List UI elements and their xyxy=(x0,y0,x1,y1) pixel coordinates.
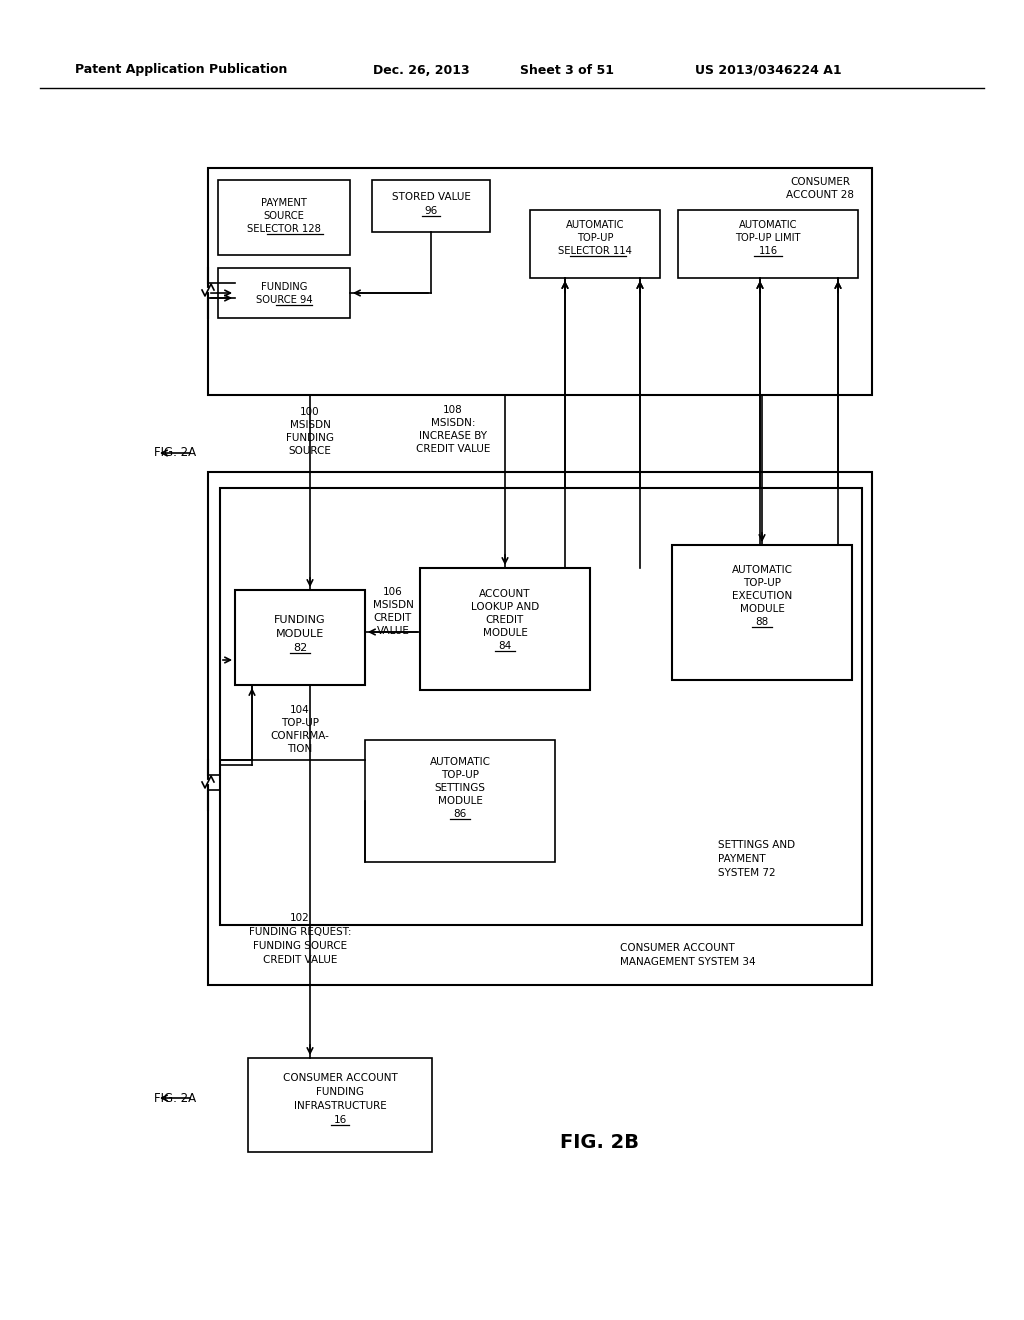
Text: 84: 84 xyxy=(499,642,512,651)
Text: 104: 104 xyxy=(290,705,310,715)
Text: SETTINGS AND: SETTINGS AND xyxy=(718,840,795,850)
Text: FIG. 2A: FIG. 2A xyxy=(154,1092,196,1105)
Text: 86: 86 xyxy=(454,809,467,818)
Text: 108: 108 xyxy=(443,405,463,414)
Text: FIG. 2B: FIG. 2B xyxy=(560,1133,640,1151)
Text: CONSUMER ACCOUNT: CONSUMER ACCOUNT xyxy=(620,942,735,953)
Text: SELECTOR 114: SELECTOR 114 xyxy=(558,246,632,256)
Text: Dec. 26, 2013: Dec. 26, 2013 xyxy=(373,63,470,77)
Text: SOURCE 94: SOURCE 94 xyxy=(256,294,312,305)
Text: CONSUMER ACCOUNT: CONSUMER ACCOUNT xyxy=(283,1073,397,1082)
Bar xyxy=(672,545,852,680)
Bar xyxy=(365,741,555,862)
Text: MODULE: MODULE xyxy=(739,605,784,614)
Bar xyxy=(208,168,872,395)
Text: MSISDN:: MSISDN: xyxy=(431,418,475,428)
Bar xyxy=(420,568,590,690)
Text: STORED VALUE: STORED VALUE xyxy=(391,191,470,202)
Text: Sheet 3 of 51: Sheet 3 of 51 xyxy=(520,63,614,77)
Bar xyxy=(208,473,872,985)
Text: FUNDING: FUNDING xyxy=(274,615,326,624)
Text: CREDIT VALUE: CREDIT VALUE xyxy=(263,954,337,965)
Text: CREDIT: CREDIT xyxy=(485,615,524,624)
Bar xyxy=(218,268,350,318)
Text: Patent Application Publication: Patent Application Publication xyxy=(75,63,288,77)
Text: TOP-UP LIMIT: TOP-UP LIMIT xyxy=(735,234,801,243)
Text: CREDIT VALUE: CREDIT VALUE xyxy=(416,444,490,454)
Text: 88: 88 xyxy=(756,616,769,627)
Text: SOURCE: SOURCE xyxy=(289,446,332,455)
Text: FIG. 2A: FIG. 2A xyxy=(154,446,196,459)
Text: TOP-UP: TOP-UP xyxy=(281,718,319,729)
Text: 16: 16 xyxy=(334,1115,347,1125)
Text: PAYMENT: PAYMENT xyxy=(718,854,766,865)
Text: MSISDN: MSISDN xyxy=(290,420,331,430)
Text: MODULE: MODULE xyxy=(275,630,325,639)
Text: 100: 100 xyxy=(300,407,319,417)
Text: ACCOUNT 28: ACCOUNT 28 xyxy=(786,190,854,201)
Text: US 2013/0346224 A1: US 2013/0346224 A1 xyxy=(695,63,842,77)
Text: FUNDING: FUNDING xyxy=(261,282,307,292)
Text: VALUE: VALUE xyxy=(377,626,410,636)
Text: 96: 96 xyxy=(424,206,437,216)
Text: AUTOMATIC: AUTOMATIC xyxy=(731,565,793,576)
Text: SETTINGS: SETTINGS xyxy=(434,783,485,793)
Text: MANAGEMENT SYSTEM 34: MANAGEMENT SYSTEM 34 xyxy=(620,957,756,968)
Text: 82: 82 xyxy=(293,643,307,653)
Text: PAYMENT: PAYMENT xyxy=(261,198,307,209)
Text: SOURCE: SOURCE xyxy=(263,211,304,220)
Bar xyxy=(218,180,350,255)
Text: AUTOMATIC: AUTOMATIC xyxy=(429,756,490,767)
Bar xyxy=(220,488,862,925)
Text: TOP-UP: TOP-UP xyxy=(743,578,781,587)
Text: INCREASE BY: INCREASE BY xyxy=(419,432,487,441)
Text: ACCOUNT: ACCOUNT xyxy=(479,589,530,599)
Text: SELECTOR 128: SELECTOR 128 xyxy=(247,224,321,234)
Text: MSISDN: MSISDN xyxy=(373,601,414,610)
Text: TOP-UP: TOP-UP xyxy=(441,770,479,780)
Text: CONSUMER: CONSUMER xyxy=(790,177,850,187)
Bar xyxy=(248,1059,432,1152)
Text: FUNDING REQUEST:: FUNDING REQUEST: xyxy=(249,927,351,937)
Text: EXECUTION: EXECUTION xyxy=(732,591,793,601)
Bar xyxy=(234,590,365,685)
Text: 116: 116 xyxy=(759,246,777,256)
Text: FUNDING SOURCE: FUNDING SOURCE xyxy=(253,941,347,950)
Text: FUNDING: FUNDING xyxy=(286,433,334,444)
Text: 102: 102 xyxy=(290,913,310,923)
Text: AUTOMATIC: AUTOMATIC xyxy=(565,220,625,230)
Text: CREDIT: CREDIT xyxy=(374,612,412,623)
Bar xyxy=(372,180,490,232)
Bar xyxy=(530,210,660,279)
Text: AUTOMATIC: AUTOMATIC xyxy=(738,220,798,230)
Text: LOOKUP AND: LOOKUP AND xyxy=(471,602,539,612)
Text: 106: 106 xyxy=(383,587,402,597)
Text: FUNDING: FUNDING xyxy=(316,1086,364,1097)
Text: TOP-UP: TOP-UP xyxy=(577,234,613,243)
Text: MODULE: MODULE xyxy=(482,628,527,638)
Text: CONFIRMA-: CONFIRMA- xyxy=(270,731,330,741)
Text: SYSTEM 72: SYSTEM 72 xyxy=(718,869,775,878)
Bar xyxy=(678,210,858,279)
Text: MODULE: MODULE xyxy=(437,796,482,807)
Text: TION: TION xyxy=(288,744,312,754)
Text: INFRASTRUCTURE: INFRASTRUCTURE xyxy=(294,1101,386,1111)
